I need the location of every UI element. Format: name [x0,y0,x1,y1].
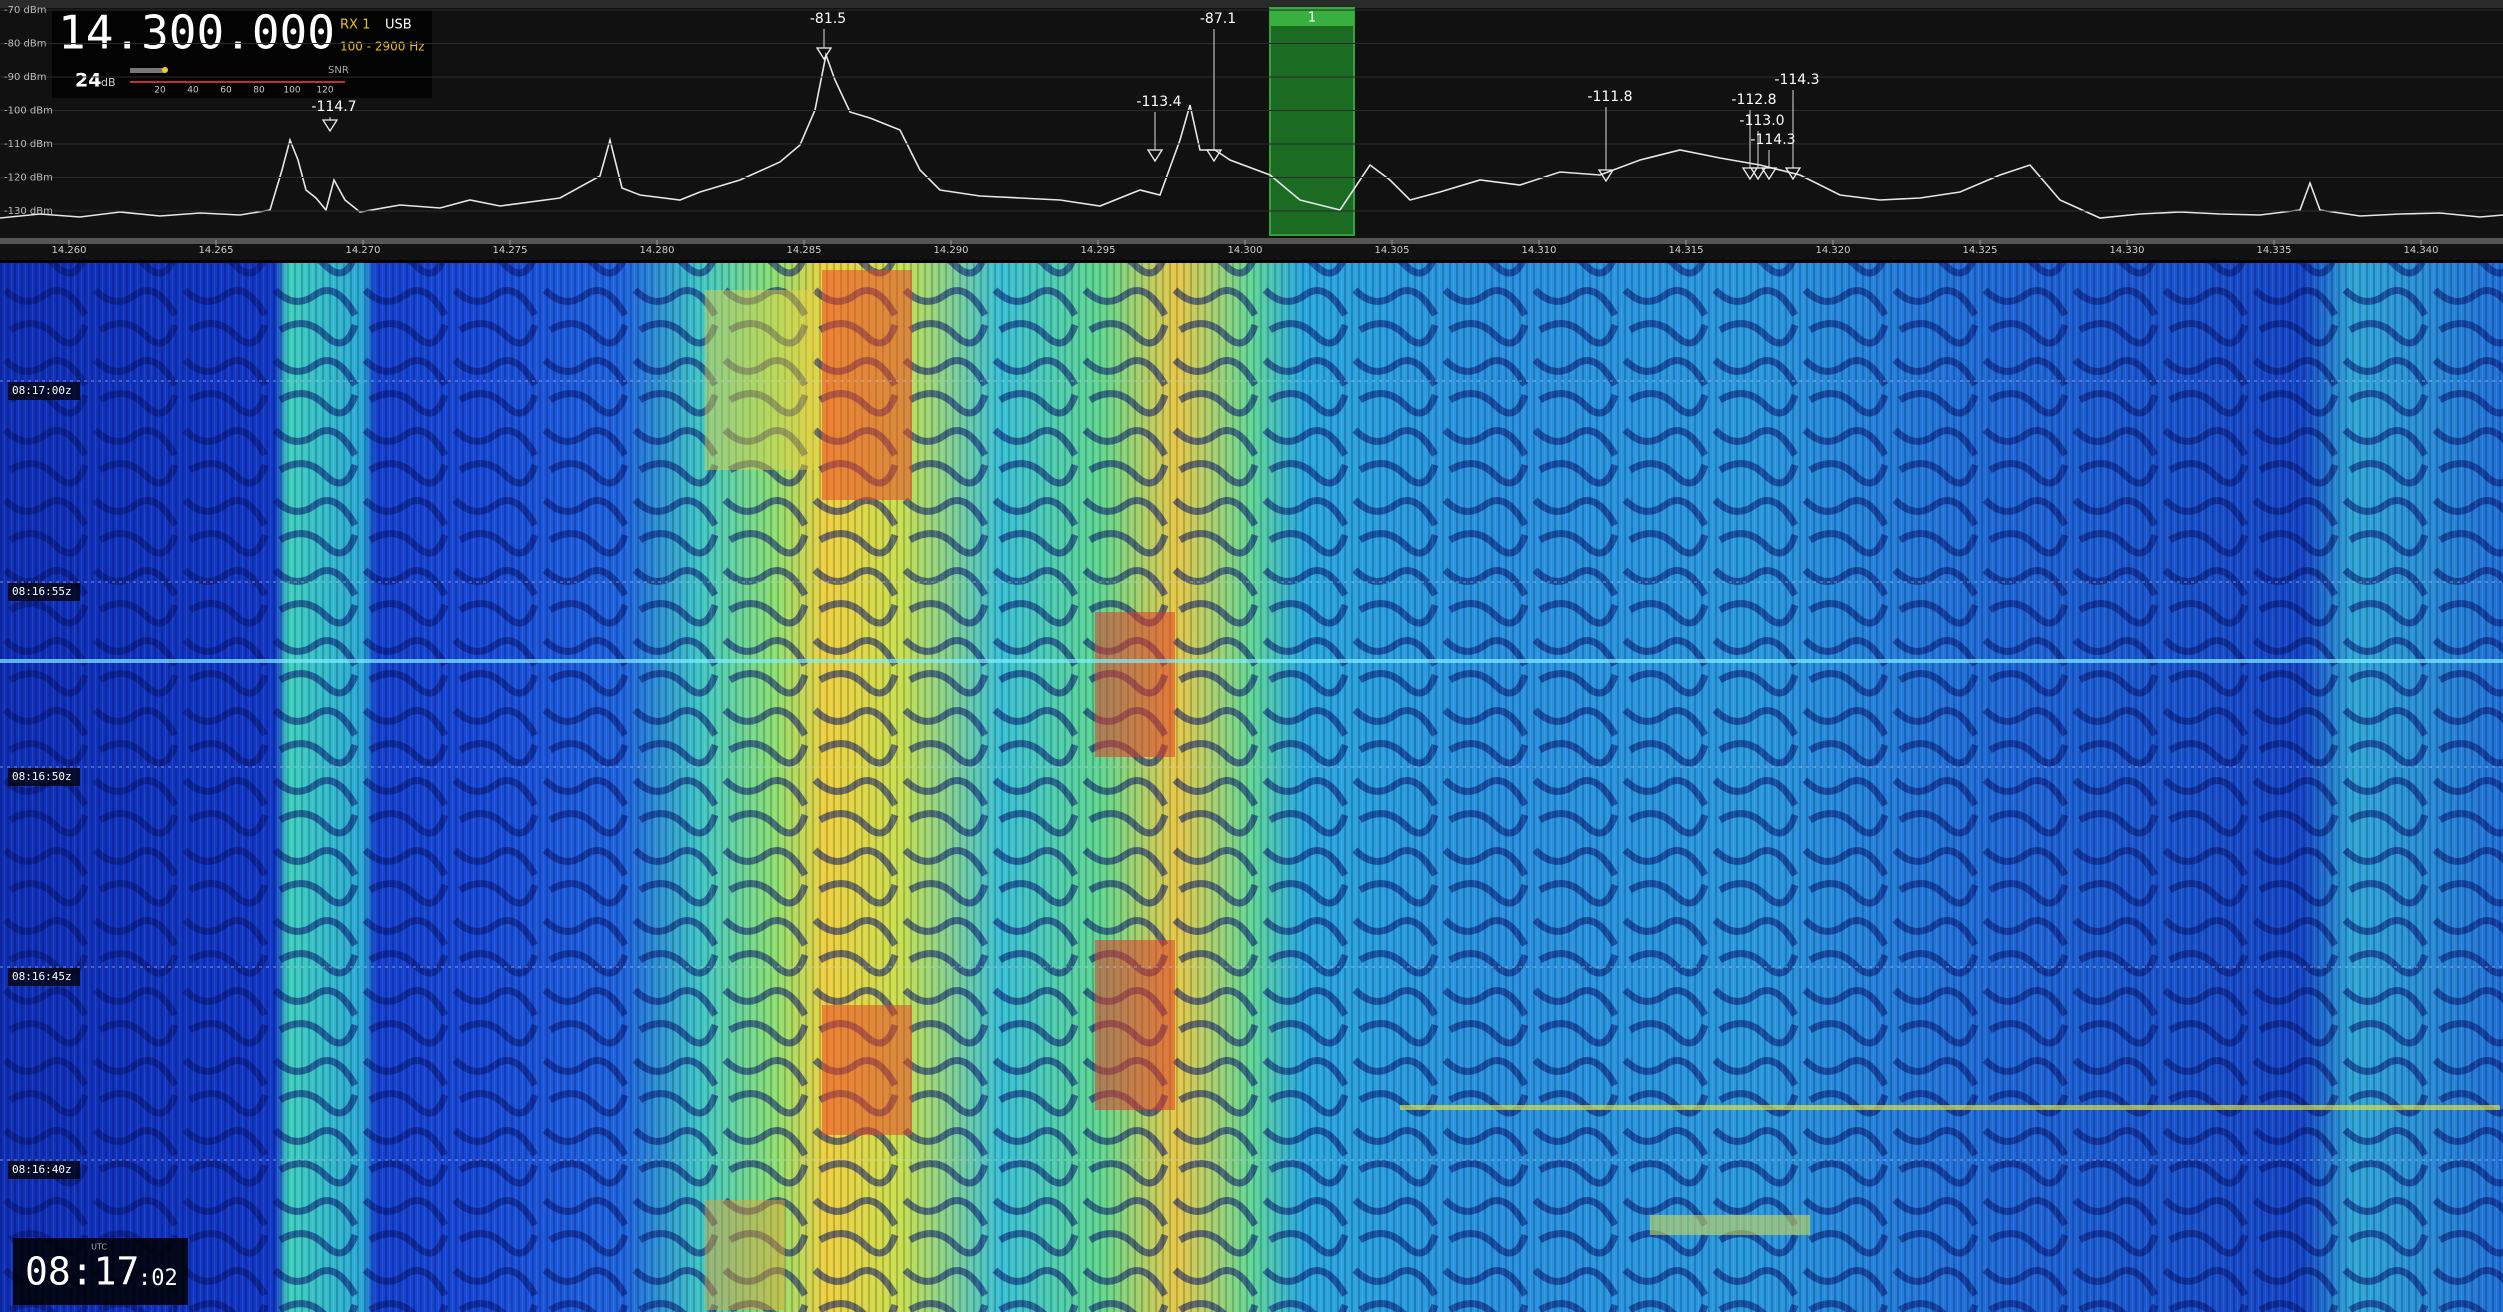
spectrum-trace [0,52,2503,219]
waterfall-streaks [0,263,2503,1312]
passband-label: 1 [1308,11,1316,26]
time-label: 08:16:45z [12,970,72,983]
hotspot [1400,1105,2500,1110]
db-label: -130 dBm [4,206,53,217]
clock-zone: UTC [91,1243,107,1252]
hotspot [1095,612,1175,757]
peak-marker [1146,149,1164,163]
freq-axis [0,244,2503,260]
peak-marker [1760,167,1778,181]
peak-marker [1784,167,1802,181]
peak-label: -87.1 [1200,11,1236,27]
passband-header[interactable] [1270,8,1354,26]
freq-label: 14.275 [493,245,528,256]
peak-marker [1205,149,1223,163]
time-label-bg [8,583,80,601]
time-label-bg [8,768,80,786]
db-label: -120 dBm [4,173,53,184]
time-label-bg [8,968,80,986]
db-label: -80 dBm [4,39,46,50]
snr-scale-label: 20 [154,86,166,96]
db-label: -110 dBm [4,139,53,150]
snr-scale-label: 120 [316,86,333,96]
clock-time: 08:17 [25,1250,139,1294]
db-label: -100 dBm [4,106,53,117]
snr-bar [130,68,165,73]
time-label: 08:16:55z [12,585,72,598]
freq-label: 14.330 [2110,245,2145,256]
peak-marker [321,119,339,133]
peak-label: -114.3 [1750,132,1795,148]
snr-unit: dB [101,76,116,89]
hotspot [705,290,815,470]
hotspot [822,1005,912,1135]
passband[interactable] [1269,7,1355,236]
snr-scale-label: 60 [220,86,232,96]
freq-label: 14.285 [787,245,822,256]
hotspot [822,270,912,500]
hotspot [1650,1215,1810,1235]
db-label: -70 dBm [4,5,46,16]
peak-label: -114.7 [311,99,356,115]
peak-marker [1741,167,1759,181]
time-label: 08:17:00z [12,384,72,397]
db-label: -90 dBm [4,72,46,83]
peak-label: -113.4 [1136,94,1181,110]
peak-marker [1597,169,1615,183]
freq-label: 14.280 [640,245,675,256]
waterfall-hotspots [0,270,2503,1310]
freq-label: 14.260 [52,245,87,256]
mode[interactable]: USB [385,18,412,33]
peak-marker [815,47,833,61]
freq-label: 14.265 [199,245,234,256]
freq-label: 14.320 [1816,245,1851,256]
freq-label: 14.305 [1375,245,1410,256]
time-label: 08:16:40z [12,1163,72,1176]
snr-scale-label: 100 [283,86,300,96]
snr-value: 24 [75,70,101,92]
snr-scale-label: 80 [253,86,265,96]
freq-label: 14.290 [934,245,969,256]
freq-label: 14.340 [2404,245,2439,256]
peak-label: -114.3 [1774,72,1819,88]
freq-label: 14.270 [346,245,381,256]
time-label: 08:16:50z [12,770,72,783]
snr-label: SNR [328,65,349,76]
receiver[interactable]: RX 1 [340,18,370,33]
peak-label: -81.5 [810,11,846,27]
peak-label: -112.8 [1731,92,1776,108]
clock-panel [13,1238,188,1305]
hotspot [705,1200,785,1310]
snr-indicator [162,67,168,73]
vfo-frequency[interactable]: 14.300.000 [58,6,335,60]
axis-bar [0,238,2503,244]
hotspot [1095,940,1175,1110]
snr-scale-label: 40 [187,86,199,96]
time-label-bg [8,1161,80,1179]
freq-label: 14.295 [1081,245,1116,256]
peak-label: -113.0 [1739,113,1784,129]
info-panel [52,10,432,98]
clock-seconds: :02 [138,1266,178,1291]
freq-label: 14.335 [2257,245,2292,256]
freq-label: 14.325 [1963,245,1998,256]
freq-label: 14.310 [1522,245,1557,256]
hotspot [0,659,2503,663]
menu-strip [0,0,2503,8]
peak-label: -111.8 [1587,89,1632,105]
freq-label: 14.315 [1669,245,1704,256]
peak-marker [1749,167,1767,181]
freq-label: 14.300 [1228,245,1263,256]
time-label-bg [8,382,80,400]
bandwidth[interactable]: 100 - 2900 Hz [340,40,425,54]
